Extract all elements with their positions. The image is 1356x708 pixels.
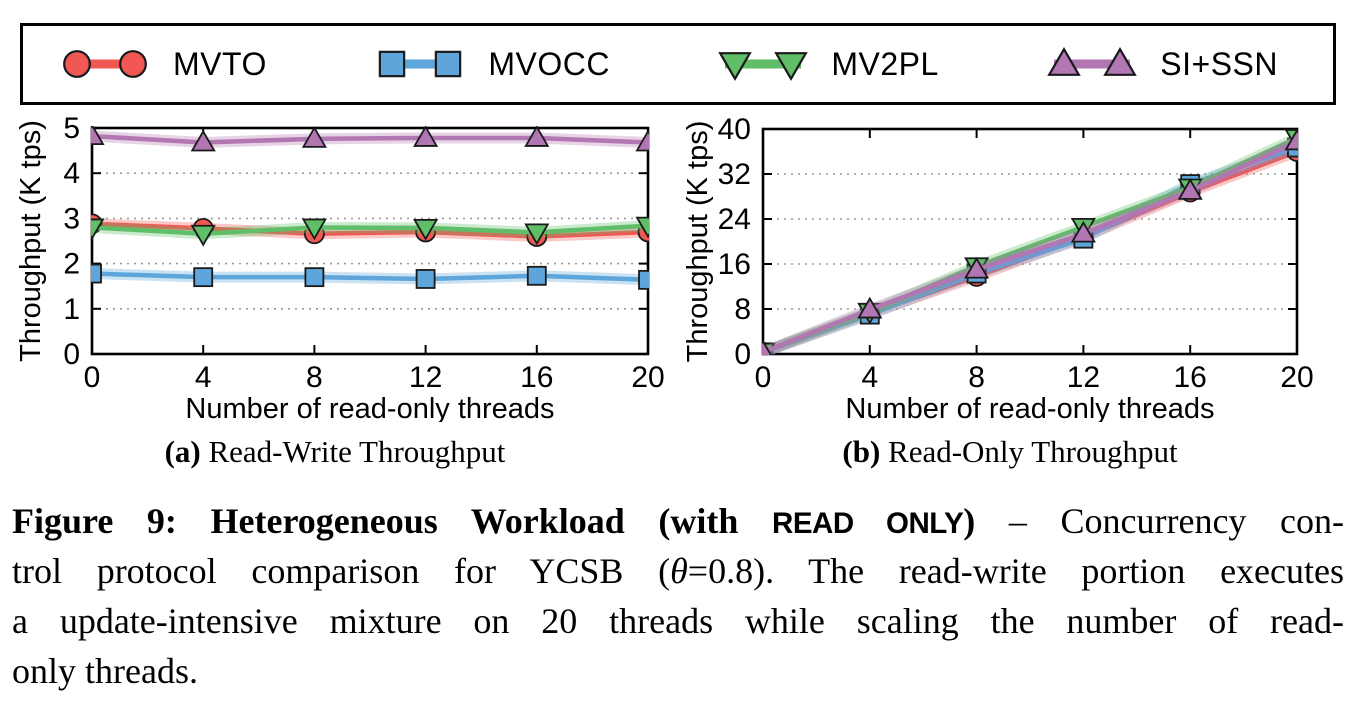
subcaption-a-label: (a)	[164, 434, 201, 469]
caption-line-3-text: a update-intensive mixture on 20 threads…	[12, 601, 1344, 641]
caption-line-4-text: only threads.	[12, 651, 198, 691]
svg-text:0: 0	[63, 338, 80, 371]
svg-text:16: 16	[1174, 361, 1207, 394]
figure-caption: Figure 9: Heterogeneous Workload (with R…	[12, 496, 1344, 696]
svg-text:12: 12	[1067, 361, 1100, 394]
svg-text:8: 8	[968, 361, 985, 394]
svg-text:Number of read-only threads: Number of read-only threads	[845, 393, 1214, 422]
chart-read-only-throughput: 0 4 8 12 16 20 0 8 16 24 32 40 Number of read-only t…	[682, 113, 1314, 422]
svg-text:Throughput (K tps): Throughput (K tps)	[682, 121, 714, 363]
caption-figure-label: Figure 9: Heterogeneous Workload (with	[12, 501, 773, 541]
caption-close-paren: )	[963, 501, 976, 541]
subcaption-a-text: Read-Write Throughput	[200, 434, 506, 469]
svg-text:32: 32	[718, 158, 751, 191]
subcaption-b-label: (b)	[842, 434, 881, 469]
caption-read-only-keyword: READ ONLY	[772, 507, 964, 540]
legend-label-mvto: MVTO	[173, 45, 267, 82]
svg-text:4: 4	[861, 361, 878, 394]
caption-line-2-post: =0.8). The read-write portion executes	[687, 551, 1345, 591]
caption-line-3: a update-intensive mixture on 20 threads…	[12, 596, 1344, 646]
svg-text:4: 4	[195, 361, 212, 394]
chart-legend: MVTO MVOCC MV2PL SI+SSN	[20, 23, 1336, 105]
svg-text:5: 5	[63, 112, 80, 145]
caption-line-1: Figure 9: Heterogeneous Workload (with R…	[12, 496, 1344, 546]
subcaption-b-text: Read-Only Throughput	[880, 434, 1178, 469]
caption-line-1-rest: – Concurrency con-	[975, 501, 1345, 541]
svg-text:0: 0	[755, 361, 772, 394]
legend-marker-si-ssn-triangle-icon	[1047, 46, 1138, 76]
svg-text:0: 0	[734, 338, 751, 371]
legend-label-mv2pl: MV2PL	[831, 45, 939, 82]
legend-item-mvocc: MVOCC	[370, 42, 610, 86]
svg-text:3: 3	[63, 202, 80, 235]
svg-text:12: 12	[409, 361, 442, 394]
svg-text:8: 8	[306, 361, 323, 394]
legend-marker-mv2pl-triangle-icon	[718, 52, 809, 82]
svg-text:4: 4	[63, 157, 80, 190]
svg-text:16: 16	[718, 248, 751, 281]
caption-line-2: trol protocol comparison for YCSB (θ=0.8…	[12, 546, 1344, 596]
legend-item-mv2pl: MV2PL	[713, 42, 938, 86]
subcaption-b: (b) Read-Only Throughput	[680, 434, 1340, 470]
legend-item-mvto: MVTO	[55, 42, 267, 86]
legend-item-si-ssn: SI+SSN	[1042, 42, 1278, 86]
svg-text:Number of read-only threads: Number of read-only threads	[185, 393, 554, 422]
caption-theta-symbol: θ	[670, 551, 688, 591]
legend-label-mvocc: MVOCC	[488, 45, 610, 82]
svg-text:24: 24	[718, 203, 751, 236]
svg-text:8: 8	[734, 293, 751, 326]
svg-text:20: 20	[631, 361, 664, 394]
svg-text:40: 40	[718, 113, 751, 146]
legend-marker-mvocc-square-icon	[379, 50, 462, 78]
svg-text:0: 0	[84, 361, 101, 394]
subcaption-a: (a) Read-Write Throughput	[10, 434, 660, 470]
svg-text:Throughput (K tps): Throughput (K tps)	[15, 120, 47, 362]
caption-line-4: only threads.	[12, 646, 1344, 696]
legend-marker-mvto-circle-icon	[63, 50, 147, 78]
svg-text:1: 1	[63, 293, 80, 326]
caption-line-2-pre: trol protocol comparison for YCSB (	[12, 551, 671, 591]
legend-label-si-ssn: SI+SSN	[1160, 45, 1278, 82]
svg-text:20: 20	[1280, 361, 1313, 394]
svg-text:16: 16	[520, 361, 553, 394]
svg-text:2: 2	[63, 248, 80, 281]
